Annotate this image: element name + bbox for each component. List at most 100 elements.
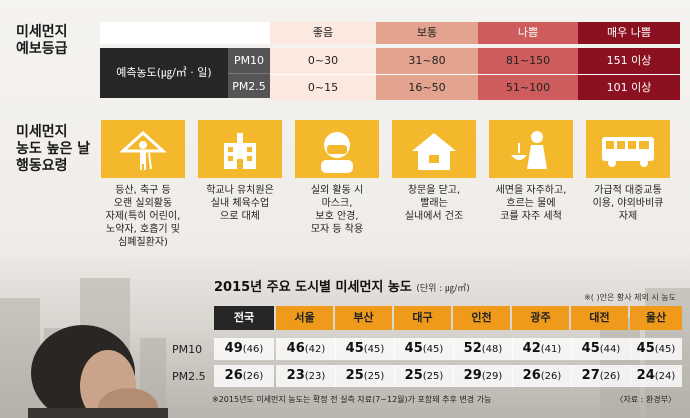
city-header-daejeon: 대전: [571, 306, 628, 330]
city-header-national: 전국: [214, 306, 274, 330]
pm25-value-cell: 26(26): [512, 365, 572, 387]
excl-value: 44: [603, 344, 617, 355]
city-table-title: 2015년 주요 도시별 미세먼지 농도 (단위 : ㎍/㎥): [214, 276, 470, 295]
card-text-line: 자제: [618, 211, 638, 222]
pm25-very-bad-value: 101 이상: [578, 74, 680, 100]
card-icon-box: [392, 120, 476, 178]
card-icon-box: [101, 120, 185, 178]
action-card: 가급적 대중교통 이용, 야외바비큐 자제: [586, 120, 670, 223]
bus-icon: [602, 137, 654, 167]
card-text-line: 세면을 자주하고,: [495, 185, 567, 196]
house-icon: [412, 133, 456, 170]
building-silhouette: [0, 298, 40, 418]
pm10-value-cell: 45(44): [571, 338, 631, 360]
elderly-walking-icon: [119, 130, 167, 170]
pm10-good-value: 0~30: [270, 48, 376, 74]
forecast-header-blank: [100, 22, 270, 44]
card-icon-box: [198, 120, 282, 178]
pm25-good-value: 0~15: [270, 74, 376, 100]
pm10-value-cell: 45(45): [630, 338, 682, 360]
value: 49: [224, 341, 243, 356]
excl-value: 26: [603, 371, 617, 382]
pm25-value-cell: 26(26): [214, 365, 274, 387]
source-credit: 〈자료 : 환경부〉: [615, 395, 676, 404]
excl-value: 25: [367, 371, 381, 382]
value: 27: [581, 368, 600, 383]
city-header-ulsan: 울산: [630, 306, 682, 330]
pm10-value-cell: 49(46): [214, 338, 274, 360]
value: 24: [636, 368, 655, 383]
city-header-seoul: 서울: [276, 306, 333, 330]
card-text-line: 코를 자주 세척: [500, 211, 562, 222]
value: 29: [463, 368, 482, 383]
value: 45: [581, 341, 600, 356]
pm10-bad-value: 81~150: [478, 48, 578, 74]
value: 45: [404, 341, 423, 356]
title-line: 미세먼지: [16, 24, 68, 40]
title-line: 예보등급: [16, 41, 68, 57]
value: 52: [463, 341, 482, 356]
value: 46: [286, 341, 305, 356]
excl-value: 24: [658, 371, 672, 382]
card-icon-box: [489, 120, 573, 178]
pm10-value-cell: 46(42): [276, 338, 336, 360]
value: 42: [522, 341, 541, 356]
card-text-line: 가급적 대중교통: [594, 185, 662, 196]
pm10-value-cell: 45(45): [394, 338, 454, 360]
city-header-daegu: 대구: [394, 306, 451, 330]
card-text-line: 오랜 실외활동: [113, 198, 173, 209]
forecast-section-title: 미세먼지 예보등급: [16, 24, 68, 58]
grade-very-bad-header: 매우 나쁨: [578, 22, 680, 44]
card-text: 가급적 대중교통 이용, 야외바비큐 자제: [586, 184, 670, 223]
title-line: 미세먼지: [16, 124, 68, 140]
city-header-incheon: 인천: [453, 306, 510, 330]
pm10-row-label: PM10: [172, 343, 203, 356]
pm10-normal-value: 31~80: [376, 48, 478, 74]
card-text: 세면을 자주하고, 흐르는 물에 코를 자주 세척: [489, 184, 573, 223]
excl-value: 25: [426, 371, 440, 382]
footnote: ※2015년도 미세먼지 농도는 확정 전 실측 자료(7~12월)가 포함돼 …: [212, 395, 492, 404]
pm25-value-cell: 27(26): [571, 365, 631, 387]
measure-label: 예측농도(㎍/㎥ · 일): [100, 48, 228, 98]
value: 45: [636, 341, 655, 356]
action-card: 등산, 축구 등 오랜 실외활동 자제(특히 어린이, 노약자, 호흡기 및 심…: [101, 120, 185, 249]
value: 23: [286, 368, 305, 383]
pm25-value-cell: 25(25): [394, 365, 454, 387]
city-table-title-text: 2015년 주요 도시별 미세먼지 농도: [214, 280, 412, 295]
card-text-line: 흐르는 물에: [506, 198, 556, 209]
excl-value: 45: [426, 344, 440, 355]
title-line: 행동요령: [16, 158, 68, 174]
pm10-value-cell: 52(48): [453, 338, 513, 360]
card-text: 창문을 닫고, 빨래는 실내에서 건조: [392, 184, 476, 223]
card-text-line: 으로 대체: [220, 211, 260, 222]
card-text-line: 창문을 닫고,: [407, 185, 461, 196]
value: 26: [522, 368, 541, 383]
card-text-line: 학교나 유치원은: [206, 185, 274, 196]
excl-value: 26: [246, 371, 260, 382]
card-icon-box: [586, 120, 670, 178]
title-line: 농도 높은 날: [16, 141, 91, 157]
grade-bad-header: 나쁨: [478, 22, 578, 44]
card-text-line: 모자 등 착용: [310, 224, 364, 235]
excl-value: 45: [367, 344, 381, 355]
unit-label: (단위 : ㎍/㎥): [416, 284, 470, 294]
pm25-row-label: PM2.5: [172, 370, 206, 383]
grade-normal-header: 보통: [376, 22, 478, 44]
grade-good-header: 좋음: [270, 22, 376, 44]
card-text-line: 이용, 야외바비큐: [592, 198, 664, 209]
card-text-line: 보호 안경,: [315, 211, 359, 222]
school-building-icon: [224, 133, 256, 169]
pm10-label: PM10: [228, 48, 270, 73]
city-table-note: ※( )안은 황사 제외 시 농도: [584, 293, 676, 302]
action-card: 세면을 자주하고, 흐르는 물에 코를 자주 세척: [489, 120, 573, 223]
pm10-very-bad-value: 151 이상: [578, 48, 680, 74]
pm25-value-cell: 23(23): [276, 365, 336, 387]
value: 25: [345, 368, 364, 383]
excl-value: 23: [308, 371, 322, 382]
card-text-line: 실내에서 건조: [404, 211, 464, 222]
excl-value: 41: [544, 344, 558, 355]
card-text-line: 실내 체육수업: [210, 198, 270, 209]
action-card: 실외 활동 시 마스크, 보호 안경, 모자 등 착용: [295, 120, 379, 236]
excl-value: 42: [308, 344, 322, 355]
city-header-busan: 부산: [335, 306, 392, 330]
